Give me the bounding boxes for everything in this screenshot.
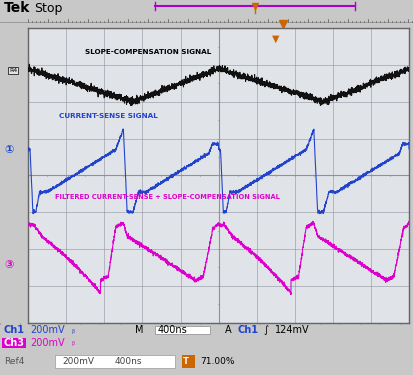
Text: 71.00%: 71.00% — [199, 357, 234, 366]
Text: Ch1: Ch1 — [237, 326, 259, 335]
Text: ∫: ∫ — [262, 326, 268, 335]
Text: 400ns: 400ns — [115, 357, 142, 366]
Text: SLOPE-COMPENSATION SIGNAL: SLOPE-COMPENSATION SIGNAL — [85, 49, 211, 55]
Text: Ch1: Ch1 — [4, 326, 25, 335]
Text: ◄: ◄ — [0, 374, 1, 375]
Bar — [182, 355, 195, 368]
Text: Ch3: Ch3 — [4, 338, 25, 348]
Text: 200mV: 200mV — [62, 357, 94, 366]
Bar — [55, 355, 175, 368]
Text: ▼: ▼ — [271, 34, 279, 44]
Text: M: M — [135, 326, 143, 335]
Text: 200mV: 200mV — [30, 326, 64, 335]
Text: Tek: Tek — [4, 1, 30, 15]
Text: R4: R4 — [9, 68, 17, 73]
Text: Ref4: Ref4 — [4, 357, 24, 366]
Text: ①: ① — [5, 144, 14, 154]
Text: ③: ③ — [5, 261, 14, 270]
Text: T: T — [183, 357, 188, 366]
Text: 200mV: 200mV — [30, 338, 64, 348]
Bar — [2, 338, 26, 348]
Text: ᵦ: ᵦ — [72, 326, 75, 335]
Text: FILTERED CURRENT-SENSE + SLOPE-COMPENSATION SIGNAL: FILTERED CURRENT-SENSE + SLOPE-COMPENSAT… — [55, 194, 279, 200]
Bar — [154, 326, 209, 334]
Text: 400ns: 400ns — [158, 326, 188, 335]
Text: 124mV: 124mV — [274, 326, 309, 335]
Text: ᵦ: ᵦ — [72, 338, 75, 347]
Text: Stop: Stop — [34, 2, 62, 15]
Text: A: A — [224, 326, 231, 335]
Text: CURRENT-SENSE SIGNAL: CURRENT-SENSE SIGNAL — [59, 113, 157, 119]
